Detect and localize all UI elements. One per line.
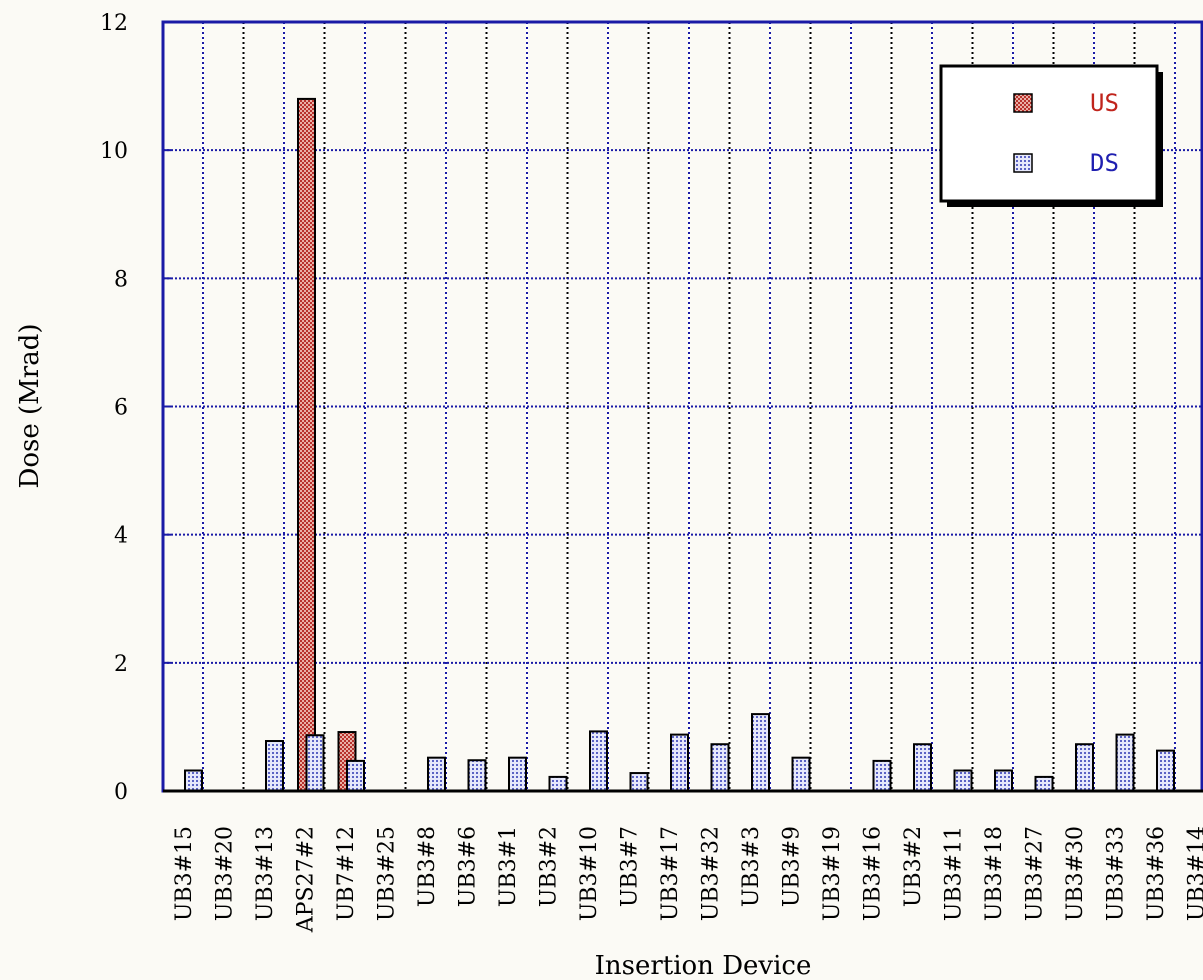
y-axis-title: Dose (Mrad) bbox=[15, 324, 45, 489]
x-tick-label: UB3#13 bbox=[253, 826, 278, 921]
legend: US DS bbox=[941, 66, 1163, 207]
y-tick-label: 12 bbox=[100, 11, 128, 36]
y-tick-label: 6 bbox=[114, 396, 128, 421]
x-tick-label: APS27#2 bbox=[294, 826, 319, 933]
bar-ds bbox=[469, 760, 486, 791]
x-tick-label: UB3#3 bbox=[739, 826, 764, 907]
x-axis-title: Insertion Device bbox=[595, 951, 812, 980]
x-tick-label: UB3#15 bbox=[172, 826, 197, 921]
bar-ds bbox=[550, 777, 567, 791]
x-tick-label: UB3#7 bbox=[618, 826, 643, 907]
bar-ds bbox=[914, 744, 931, 791]
bar-ds bbox=[752, 714, 769, 791]
legend-box bbox=[941, 66, 1157, 201]
x-tick-label: UB3#16 bbox=[861, 826, 886, 921]
bar-us bbox=[298, 99, 315, 791]
x-tick-label: UB3#20 bbox=[213, 826, 238, 921]
x-tick-labels: UB3#15 UB3#20 UB3#13 APS27#2 UB7#12 UB3#25 UB3… bbox=[172, 826, 1203, 933]
bar-ds bbox=[347, 761, 364, 791]
x-tick-label: UB3#2 bbox=[537, 826, 562, 907]
y-tick-label: 2 bbox=[114, 652, 128, 677]
bar-ds bbox=[995, 770, 1012, 791]
bar-ds bbox=[712, 744, 729, 791]
x-tick-label: UB3#36 bbox=[1144, 826, 1169, 921]
x-tick-label: UB3#2 bbox=[901, 826, 926, 907]
y-tick-label: 0 bbox=[114, 780, 128, 805]
x-tick-label: UB7#12 bbox=[334, 826, 359, 921]
legend-swatch-us bbox=[1014, 94, 1032, 112]
bar-ds bbox=[307, 735, 324, 791]
y-tick-label: 10 bbox=[100, 139, 128, 164]
bar-ds bbox=[185, 770, 202, 791]
y-tick-label: 8 bbox=[114, 267, 128, 292]
y-tick-labels: 0 2 4 6 8 10 12 bbox=[100, 11, 128, 805]
x-tick-label: UB3#10 bbox=[577, 826, 602, 921]
bar-ds bbox=[590, 731, 607, 791]
bar-ds bbox=[1036, 777, 1053, 791]
bar-ds bbox=[266, 741, 283, 791]
y-tick-label: 4 bbox=[114, 524, 128, 549]
x-tick-label: UB3#30 bbox=[1063, 826, 1088, 921]
bar-ds bbox=[631, 773, 648, 791]
x-tick-label: UB3#1 bbox=[496, 826, 521, 907]
legend-swatch-ds bbox=[1014, 154, 1032, 172]
bar-ds bbox=[793, 758, 810, 791]
x-tick-label: UB3#27 bbox=[1023, 826, 1048, 921]
x-tick-label: UB3#33 bbox=[1104, 826, 1129, 921]
bar-ds bbox=[1117, 735, 1134, 791]
x-tick-label: UB3#17 bbox=[658, 826, 683, 921]
legend-label-ds: DS bbox=[1090, 149, 1119, 177]
x-tick-label: UB3#9 bbox=[780, 826, 805, 907]
bar-ds bbox=[1157, 751, 1174, 791]
x-tick-label: UB3#19 bbox=[820, 826, 845, 921]
bar-ds bbox=[1076, 744, 1093, 791]
x-tick-label: UB3#11 bbox=[942, 826, 967, 921]
bar-ds bbox=[509, 758, 526, 791]
x-tick-label: UB3#6 bbox=[456, 826, 481, 907]
x-tick-label: UB3#18 bbox=[982, 826, 1007, 921]
x-tick-label: UB3#32 bbox=[699, 826, 724, 921]
bar-ds bbox=[874, 761, 891, 791]
legend-label-us: US bbox=[1090, 89, 1119, 117]
x-tick-label: UB3#8 bbox=[415, 826, 440, 907]
bar-ds bbox=[428, 758, 445, 791]
bar-ds bbox=[955, 770, 972, 791]
bar-ds bbox=[671, 735, 688, 791]
x-tick-label: UB3#14 bbox=[1185, 826, 1203, 921]
x-tick-label: UB3#25 bbox=[375, 826, 400, 921]
